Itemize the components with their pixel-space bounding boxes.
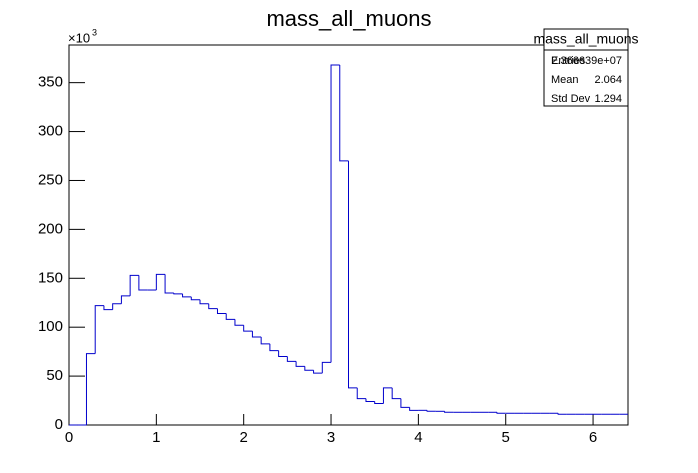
histogram-bin [444, 411, 454, 413]
y-tick-label: 200 [38, 220, 63, 237]
histogram-bin [182, 293, 192, 298]
histogram-bin [120, 295, 131, 304]
histogram-bin [173, 292, 183, 295]
y-tick-label: 100 [38, 318, 63, 335]
histogram-bin [225, 313, 235, 320]
stats-value: 2.366639e+07 [551, 55, 622, 67]
histogram-bin [391, 387, 401, 400]
histogram-bin [129, 274, 139, 296]
y-tick-label: 0 [55, 416, 63, 433]
y-tick-label: 300 [38, 123, 63, 140]
y-tick-label: 50 [46, 367, 63, 384]
histogram-bin [330, 64, 340, 363]
histogram-bin [339, 65, 349, 162]
histogram-bin [278, 350, 288, 358]
stats-label: Std Dev [551, 93, 591, 105]
histogram-bin [251, 331, 262, 338]
histogram-bin [269, 343, 279, 352]
frame [68, 44, 629, 426]
histogram-bin [557, 413, 567, 415]
histogram-bin [243, 325, 253, 332]
x-tick-label: 4 [414, 429, 422, 446]
histogram-bin [374, 401, 384, 404]
histogram-bin [295, 361, 305, 367]
histogram-bin [164, 274, 174, 294]
y-tick-label: 250 [38, 171, 63, 188]
x-tick-label: 6 [589, 429, 597, 446]
x-tick-label: 3 [327, 429, 335, 446]
histogram-bin [348, 160, 358, 389]
histogram-bin [365, 398, 375, 403]
histogram-bin [85, 353, 96, 425]
histogram-bin [138, 275, 148, 291]
stats-box [543, 28, 629, 107]
stats-label: Entries [551, 55, 586, 67]
histogram-bin [426, 410, 436, 412]
stats-value: 2.064 [594, 74, 622, 86]
histogram-bin [496, 412, 506, 414]
y-tick-label: 350 [38, 74, 63, 91]
histogram-bin [382, 387, 393, 404]
histogram-bin [304, 366, 314, 371]
histogram-bin [356, 387, 366, 400]
histogram-bin [103, 305, 113, 311]
histogram-bin [409, 407, 419, 411]
x-tick-label: 2 [240, 429, 248, 446]
histogram-bin [199, 299, 209, 305]
histogram-bin [234, 319, 244, 326]
x-tick-label: 5 [502, 429, 510, 446]
histogram-bin [321, 361, 332, 374]
stats-value: 1.294 [594, 93, 622, 105]
y-multiplier: ×10 [68, 30, 90, 45]
histogram-bin [286, 356, 297, 362]
y-multiplier-exponent: 3 [92, 27, 97, 37]
chart-title: mass_all_muons [266, 6, 431, 31]
histogram-bin [94, 305, 104, 354]
histogram-bin [400, 398, 410, 408]
histogram-bin [313, 370, 323, 374]
histogram-bin [155, 273, 166, 291]
histogram-bin [190, 296, 201, 301]
histogram-bin [112, 303, 122, 310]
x-tick-label: 1 [152, 429, 160, 446]
histogram-bin [208, 303, 218, 310]
histogram-bin [216, 308, 227, 314]
stats-title: mass_all_muons [533, 31, 638, 47]
x-tick-label: 0 [65, 429, 73, 446]
histogram-bin [260, 336, 270, 345]
y-tick-label: 150 [38, 269, 63, 286]
stats-label: Mean [551, 74, 579, 86]
